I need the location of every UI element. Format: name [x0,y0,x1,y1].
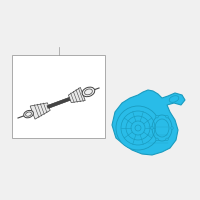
Ellipse shape [166,138,168,141]
Ellipse shape [116,106,160,150]
Ellipse shape [82,87,95,97]
Ellipse shape [85,89,92,95]
Polygon shape [30,103,50,119]
Polygon shape [112,90,185,155]
Ellipse shape [156,138,158,141]
Ellipse shape [151,127,153,129]
Ellipse shape [156,115,158,118]
Ellipse shape [171,127,173,129]
Polygon shape [68,87,85,103]
Ellipse shape [135,125,141,131]
Ellipse shape [26,112,31,116]
Ellipse shape [169,96,179,102]
Bar [12,55,105,138]
Ellipse shape [24,110,33,118]
Ellipse shape [152,115,172,141]
Ellipse shape [166,115,168,118]
